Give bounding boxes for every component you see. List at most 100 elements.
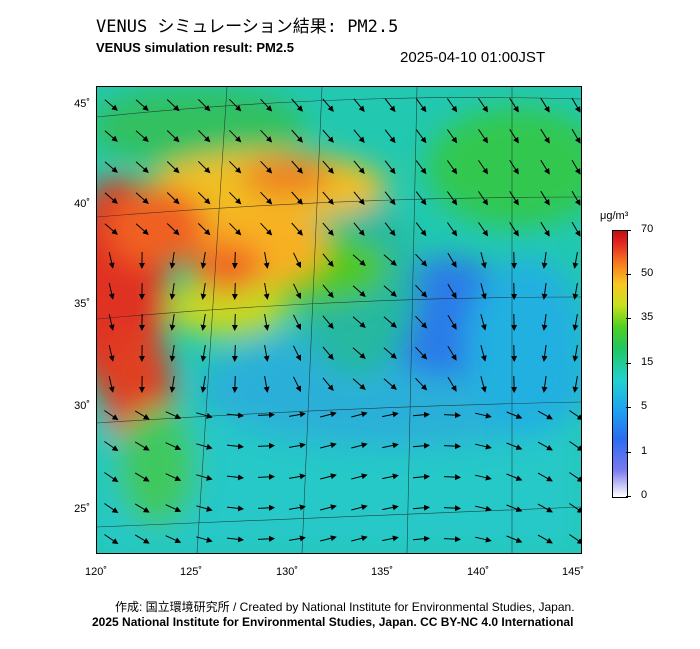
colorbar-tickmark bbox=[626, 274, 631, 275]
wind-arrow bbox=[226, 412, 244, 419]
wind-arrow bbox=[196, 443, 213, 450]
wind-arrow bbox=[289, 504, 306, 511]
wind-arrow bbox=[571, 221, 581, 237]
wind-arrow bbox=[475, 474, 492, 481]
lat-label-40: 40˚ bbox=[74, 198, 90, 210]
colorbar-tick-5: 5 bbox=[641, 400, 648, 412]
wind-arrow bbox=[541, 252, 548, 269]
wind-arrow bbox=[260, 98, 273, 112]
wind-arrow bbox=[108, 314, 115, 331]
wind-arrow bbox=[353, 98, 365, 112]
colorbar bbox=[612, 230, 628, 498]
wind-arrow bbox=[415, 377, 428, 391]
title-japanese: VENUS シミュレーション結果: PM2.5 bbox=[96, 17, 399, 37]
wind-arrow bbox=[263, 283, 270, 300]
wind-arrow bbox=[169, 376, 176, 393]
wind-arrow bbox=[293, 283, 302, 300]
wind-arrow bbox=[540, 190, 550, 206]
wind-arrow bbox=[509, 191, 519, 206]
wind-arrow bbox=[383, 378, 397, 390]
wind-arrow bbox=[169, 345, 176, 362]
lat-label-35: 35˚ bbox=[74, 298, 90, 310]
wind-arrow bbox=[134, 441, 150, 451]
wind-arrow bbox=[443, 443, 461, 450]
wind-arrow bbox=[165, 473, 182, 481]
wind-arrow bbox=[263, 376, 270, 393]
lon-label-145: 145˚ bbox=[561, 566, 585, 578]
wind-arrow bbox=[200, 345, 207, 362]
wind-arrow bbox=[260, 222, 273, 236]
wind-arrow bbox=[108, 283, 115, 300]
lat-label-25: 25˚ bbox=[74, 503, 90, 515]
wind-arrow bbox=[134, 410, 150, 420]
wind-arrow bbox=[415, 315, 428, 329]
wind-arrow bbox=[197, 192, 211, 205]
wind-arrow bbox=[196, 474, 213, 481]
wind-arrow bbox=[108, 252, 115, 269]
colorbar-tick-15: 15 bbox=[641, 356, 654, 368]
wind-arrow bbox=[506, 442, 523, 450]
wind-arrows bbox=[104, 97, 581, 545]
wind-arrow bbox=[447, 345, 457, 361]
wind-arrow bbox=[104, 472, 119, 483]
wind-arrow bbox=[353, 160, 365, 174]
wind-arrow bbox=[446, 191, 458, 206]
wind-arrow bbox=[322, 222, 334, 236]
wind-arrow bbox=[104, 161, 118, 173]
wind-arrow bbox=[293, 376, 302, 393]
wind-arrow bbox=[135, 223, 149, 235]
wind-arrow bbox=[537, 441, 553, 451]
wind-arrow bbox=[322, 253, 334, 267]
wind-arrow bbox=[104, 410, 119, 421]
wind-arrow bbox=[260, 129, 273, 143]
wind-arrow bbox=[384, 98, 396, 113]
wind-arrow bbox=[382, 535, 399, 542]
wind-arrow bbox=[322, 284, 334, 298]
wind-arrow bbox=[200, 252, 207, 269]
wind-arrow bbox=[353, 129, 365, 143]
wind-arrow bbox=[196, 505, 213, 512]
wind-arrow bbox=[322, 191, 334, 205]
wind-arrow bbox=[293, 252, 302, 269]
wind-arrow bbox=[197, 161, 211, 174]
wind-arrow bbox=[351, 442, 368, 449]
wind-arrow bbox=[351, 473, 368, 480]
wind-arrow bbox=[478, 129, 489, 144]
wind-arrow bbox=[104, 503, 119, 514]
wind-arrow bbox=[322, 98, 334, 112]
wind-arrow bbox=[257, 504, 275, 511]
wind-arrow bbox=[571, 128, 581, 144]
wind-arrow bbox=[291, 129, 303, 143]
wind-arrow bbox=[384, 222, 396, 237]
wind-arrow bbox=[291, 222, 303, 236]
wind-arrow bbox=[263, 345, 270, 362]
wind-arrow bbox=[569, 410, 581, 421]
wind-arrow bbox=[134, 472, 150, 482]
wind-arrow bbox=[572, 283, 579, 300]
wind-arrow bbox=[291, 191, 303, 205]
wind-arrow bbox=[320, 411, 337, 418]
wind-arrow bbox=[509, 98, 519, 113]
wind-arrow bbox=[443, 412, 461, 419]
wind-arrow bbox=[383, 254, 397, 266]
wind-arrow bbox=[135, 130, 149, 142]
wind-arrow bbox=[166, 99, 180, 112]
wind-arrow bbox=[540, 97, 550, 113]
lon-label-130: 130˚ bbox=[275, 566, 299, 578]
credit-line-1: 作成: 国立環境研究所 / Created by National Instit… bbox=[115, 600, 575, 614]
wind-arrow bbox=[231, 282, 238, 300]
wind-arrow bbox=[506, 411, 523, 419]
wind-arrow bbox=[352, 285, 366, 297]
wind-arrow bbox=[537, 503, 553, 513]
wind-arrow bbox=[383, 285, 397, 297]
colorbar-tickmark bbox=[626, 230, 631, 231]
wind-arrow bbox=[384, 160, 396, 175]
wind-arrow bbox=[196, 412, 213, 419]
title-english: VENUS simulation result: PM2.5 bbox=[96, 40, 294, 55]
wind-arrow bbox=[571, 159, 581, 175]
wind-arrow bbox=[322, 315, 334, 329]
wind-arrow bbox=[480, 283, 487, 300]
wind-arrow bbox=[447, 314, 457, 330]
wind-arrow bbox=[197, 99, 211, 112]
wind-arrow bbox=[475, 412, 492, 419]
